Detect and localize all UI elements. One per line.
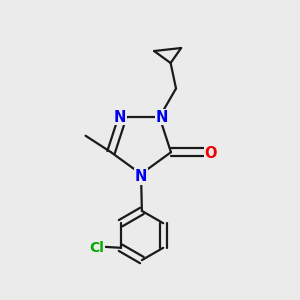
Text: N: N	[135, 169, 147, 184]
Text: N: N	[114, 110, 126, 124]
Text: O: O	[205, 146, 217, 161]
Text: Cl: Cl	[89, 242, 104, 255]
Text: N: N	[156, 110, 168, 124]
